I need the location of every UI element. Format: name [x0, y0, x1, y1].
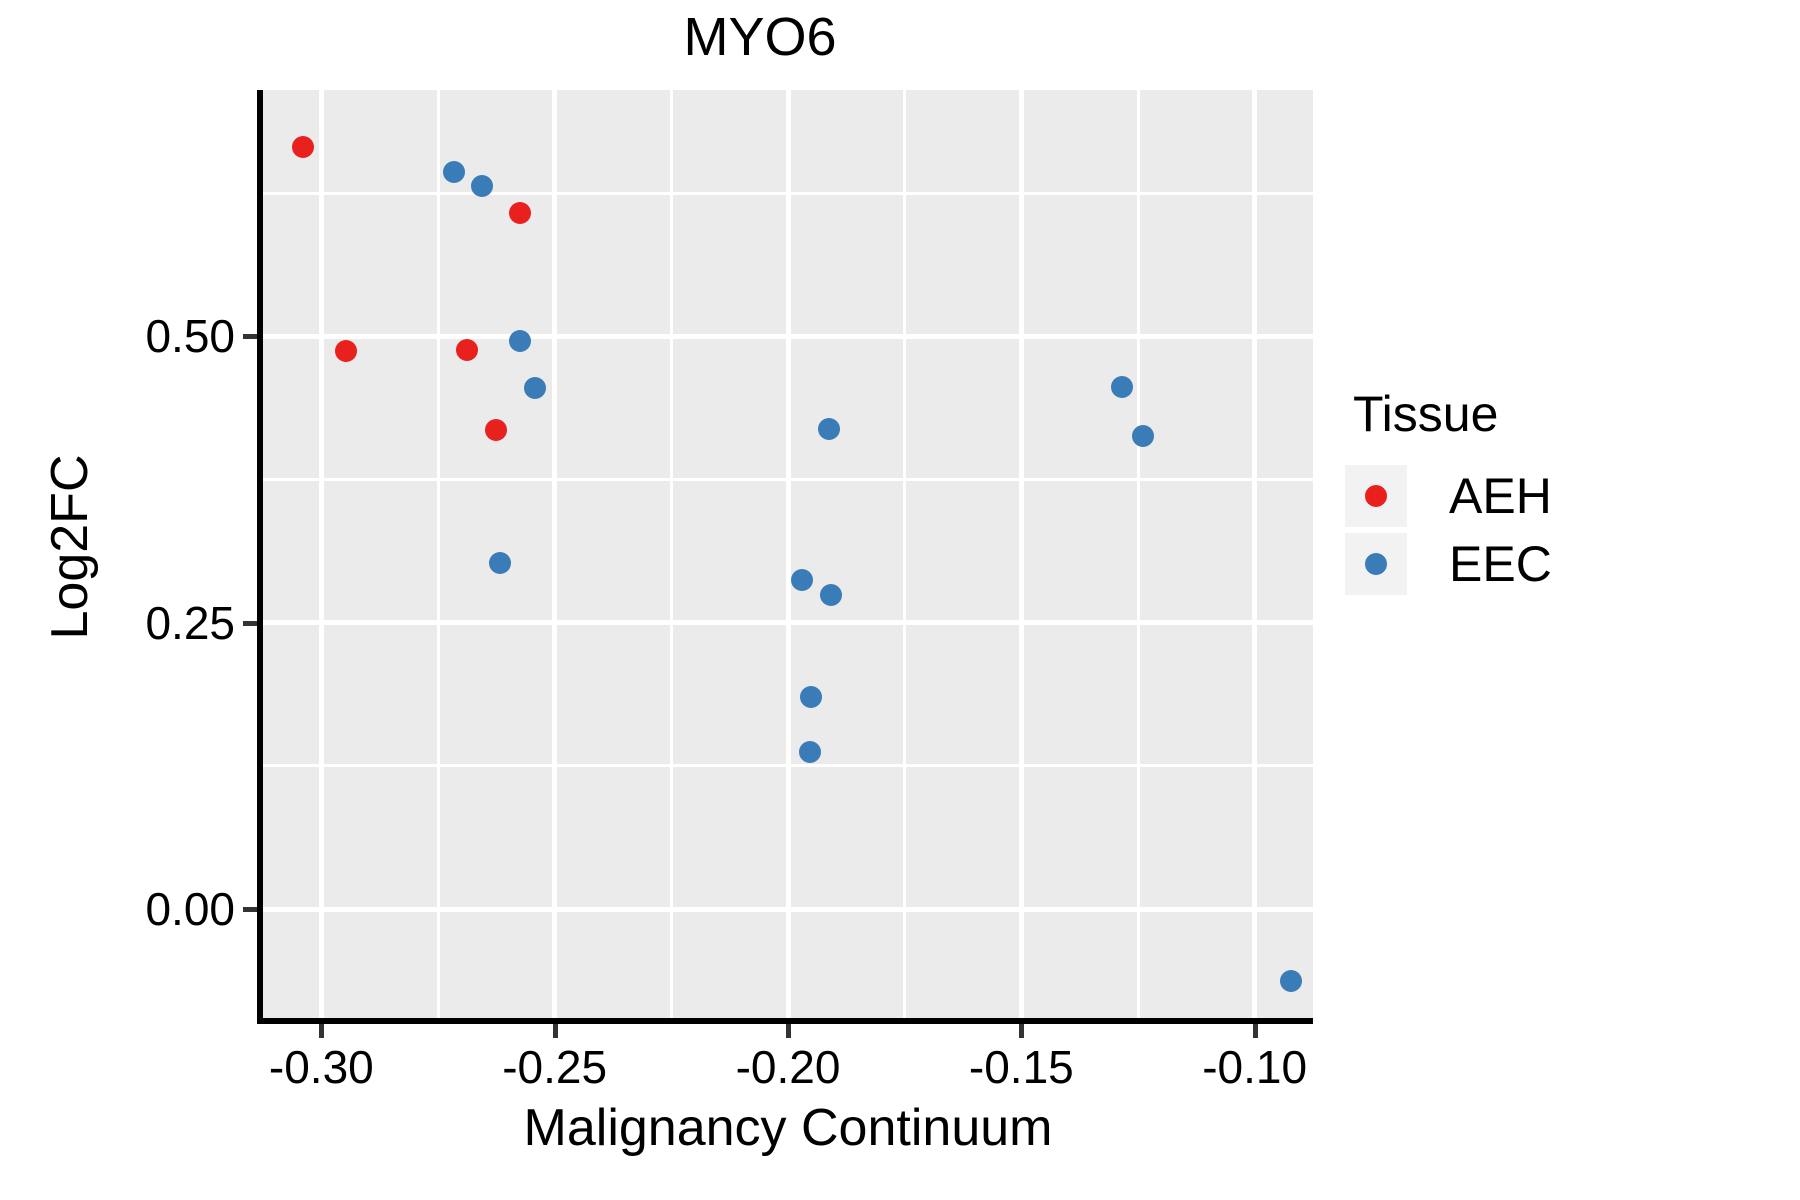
data-point-aeh — [455, 339, 478, 362]
x-tick-label: -0.15 — [968, 1041, 1074, 1093]
legend-item-aeh[interactable]: AEH — [1345, 465, 1785, 527]
gridline-y-minor — [263, 478, 1313, 482]
gridline-x-major — [318, 90, 324, 1018]
x-tick-mark — [552, 1024, 558, 1038]
data-point-aeh — [485, 419, 508, 442]
page-title: MYO6 — [683, 7, 837, 67]
gridline-y-major — [263, 333, 1313, 339]
data-point-aeh — [334, 340, 357, 363]
legend-dot-icon — [1365, 485, 1387, 507]
legend-key-swatch — [1345, 533, 1407, 595]
gridline-y-major — [263, 906, 1313, 912]
data-point-eec — [820, 584, 843, 607]
y-tick-label: 0.25 — [145, 596, 235, 649]
gridline-x-major — [552, 90, 558, 1018]
legend: Tissue AEH EEC — [1345, 385, 1785, 601]
data-point-eec — [799, 741, 822, 764]
y-tick-mark — [243, 620, 257, 626]
x-tick-label: -0.30 — [268, 1041, 374, 1093]
y-tick-label: 0.00 — [145, 883, 235, 936]
gridline-x-major — [1252, 90, 1258, 1018]
data-point-eec — [489, 552, 512, 575]
legend-dot-icon — [1365, 553, 1387, 575]
y-tick-mark — [243, 907, 257, 913]
x-tick-mark — [1252, 1024, 1258, 1038]
gridline-y-major — [263, 620, 1313, 626]
legend-item-label: AEH — [1449, 468, 1552, 524]
y-axis-line — [257, 90, 263, 1024]
gridline-x-major — [785, 90, 791, 1018]
gridline-x-minor — [436, 90, 440, 1018]
data-point-eec — [817, 418, 840, 441]
gridline-x-major — [1018, 90, 1024, 1018]
x-tick-label: -0.20 — [735, 1041, 841, 1093]
legend-item-eec[interactable]: EEC — [1345, 533, 1785, 595]
legend-title: Tissue — [1353, 386, 1499, 442]
y-tick-mark — [243, 334, 257, 340]
x-tick-label: -0.25 — [502, 1041, 608, 1093]
x-tick-mark — [786, 1024, 791, 1038]
legend-key-swatch — [1345, 465, 1407, 527]
x-axis-label: Malignancy Continuum — [523, 1099, 1053, 1157]
legend-entries: AEH EEC — [1345, 465, 1785, 595]
gridline-x-minor — [1136, 90, 1140, 1018]
x-tick-mark — [1019, 1024, 1025, 1038]
data-point-aeh — [291, 136, 314, 159]
data-point-eec — [508, 329, 531, 352]
data-point-eec — [800, 686, 823, 709]
gridline-y-minor — [263, 191, 1313, 195]
data-point-eec — [523, 376, 546, 399]
gridline-y-minor — [263, 764, 1313, 768]
x-axis-line — [263, 1018, 1313, 1024]
data-point-eec — [1131, 424, 1154, 447]
gridline-x-minor — [903, 90, 907, 1018]
data-point-eec — [442, 161, 465, 184]
x-tick-mark — [319, 1024, 325, 1038]
gridline-x-minor — [669, 90, 673, 1018]
y-axis-label: Log2FC — [41, 454, 99, 640]
data-point-eec — [470, 175, 493, 198]
x-tick-label: -0.10 — [1202, 1041, 1308, 1093]
legend-item-label: EEC — [1449, 536, 1552, 592]
data-point-aeh — [508, 201, 531, 224]
data-point-eec — [1280, 970, 1303, 993]
plot-panel — [263, 90, 1313, 1018]
data-point-eec — [1111, 375, 1134, 398]
data-point-eec — [791, 569, 813, 592]
y-tick-label: 0.50 — [145, 310, 235, 363]
